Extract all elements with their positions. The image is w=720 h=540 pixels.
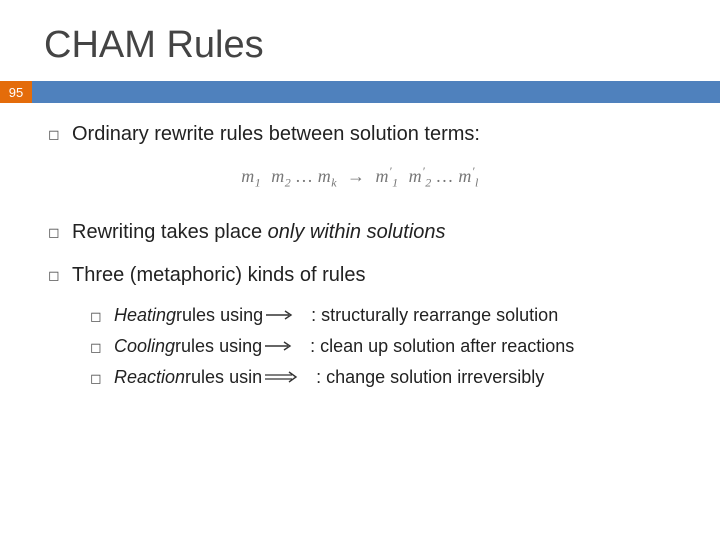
formula-sub: 2 <box>425 176 432 190</box>
sub-bullet-marker: ◻ <box>90 305 114 325</box>
rule-desc: : structurally rearrange solution <box>311 305 558 326</box>
rule-name: Cooling <box>114 336 175 357</box>
formula-m: m <box>271 166 285 186</box>
formula-sub: k <box>331 176 337 190</box>
header-bar: 95 <box>0 81 720 103</box>
sub-bullet-item: ◻ Cooling rules using : clean up solutio… <box>90 336 672 357</box>
slide-title: CHAM Rules <box>0 0 720 75</box>
formula-m: m <box>409 166 423 186</box>
formula-m: m <box>458 166 472 186</box>
sub-bullet-marker: ◻ <box>90 336 114 356</box>
formula-m: m <box>376 166 390 186</box>
formula-m: m <box>241 166 255 186</box>
bullet-text: Ordinary rewrite rules between solution … <box>72 121 672 148</box>
sub-bullet-item: ◻ Reaction rules usin : change solution … <box>90 367 672 388</box>
arrow-icon <box>265 308 297 322</box>
formula-arrow: → <box>347 166 366 186</box>
page-number-badge: 95 <box>0 81 32 103</box>
bullet-item: ◻ Three (metaphoric) kinds of rules <box>48 262 672 289</box>
formula-dots: … <box>296 166 318 186</box>
bullet-marker: ◻ <box>48 262 72 284</box>
sub-bullet-marker: ◻ <box>90 367 114 387</box>
formula-sub: 1 <box>255 176 262 190</box>
bullet-text-pre: Rewriting takes place <box>72 221 268 243</box>
formula-dots: … <box>437 166 459 186</box>
rule-uses: rules using <box>175 336 262 357</box>
formula: m1 m2 … mk → m′1 m′2 … m′l <box>48 164 672 191</box>
bullet-item: ◻ Ordinary rewrite rules between solutio… <box>48 121 672 148</box>
arrow-icon <box>264 370 302 384</box>
slide: CHAM Rules 95 ◻ Ordinary rewrite rules b… <box>0 0 720 540</box>
accent-bar <box>32 81 720 103</box>
sub-bullet-text: Cooling rules using : clean up solution … <box>114 336 672 357</box>
bullet-text-italic: only within solutions <box>268 221 446 243</box>
formula-sub: 2 <box>285 176 292 190</box>
sub-bullet-list: ◻ Heating rules using : structurally rea… <box>90 305 672 388</box>
rule-desc: : clean up solution after reactions <box>310 336 574 357</box>
bullet-text-pre: Three (metaphoric) kinds of rules <box>72 264 365 286</box>
bullet-marker: ◻ <box>48 219 72 241</box>
arrow-icon <box>264 339 296 353</box>
bullet-item: ◻ Rewriting takes place only within solu… <box>48 219 672 246</box>
rule-desc: : change solution irreversibly <box>316 367 544 388</box>
bullet-text: Rewriting takes place only within soluti… <box>72 219 672 246</box>
rule-uses: rules usin <box>185 367 262 388</box>
rule-uses: rules using <box>176 305 263 326</box>
sub-bullet-item: ◻ Heating rules using : structurally rea… <box>90 305 672 326</box>
rule-name: Reaction <box>114 367 185 388</box>
sub-bullet-text: Reaction rules usin : change solution ir… <box>114 367 672 388</box>
bullet-marker: ◻ <box>48 121 72 143</box>
bullet-text: Three (metaphoric) kinds of rules <box>72 262 672 289</box>
formula-sub: 1 <box>392 176 399 190</box>
sub-bullet-text: Heating rules using : structurally rearr… <box>114 305 672 326</box>
formula-sub: l <box>475 176 479 190</box>
formula-m: m <box>318 166 332 186</box>
content-area: ◻ Ordinary rewrite rules between solutio… <box>0 103 720 388</box>
rule-name: Heating <box>114 305 176 326</box>
